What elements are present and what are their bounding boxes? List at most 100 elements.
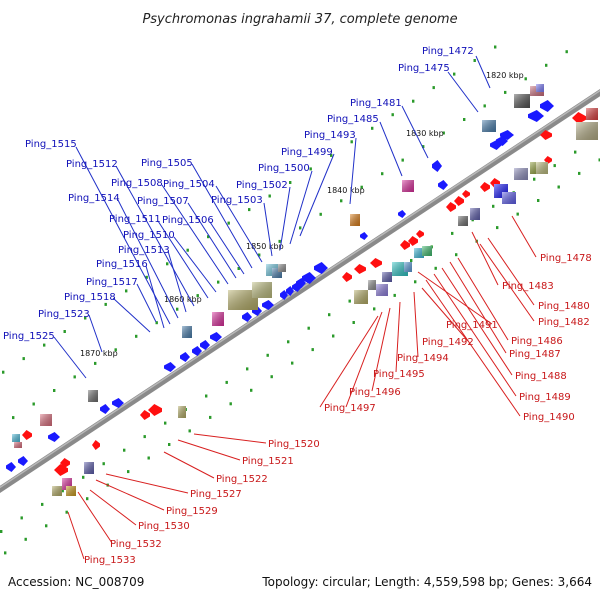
forward-gene-arrow[interactable]	[280, 290, 288, 300]
gene-label[interactable]: Ping_1486	[511, 336, 563, 347]
gene-label[interactable]: Ping_1480	[538, 301, 590, 312]
gene-block[interactable]	[84, 462, 94, 474]
gene-block[interactable]	[182, 326, 192, 338]
forward-gene-arrow[interactable]	[200, 340, 210, 350]
gene-label[interactable]: Ping_1481	[350, 98, 402, 109]
gene-label[interactable]: Ping_1492	[422, 337, 474, 348]
reverse-gene-arrow[interactable]	[148, 404, 162, 416]
gene-label[interactable]: Ping_1489	[519, 392, 571, 403]
gene-label[interactable]: Ping_1485	[327, 114, 379, 125]
reverse-gene-arrow[interactable]	[60, 458, 70, 468]
forward-gene-arrow[interactable]	[6, 462, 16, 472]
gene-label[interactable]: Ping_1505	[141, 158, 193, 169]
reverse-gene-arrow[interactable]	[408, 236, 418, 246]
gene-label[interactable]: Ping_1506	[162, 215, 214, 226]
reverse-gene-arrow[interactable]	[22, 430, 32, 440]
gene-label[interactable]: Ping_1495	[373, 369, 425, 380]
gene-block[interactable]	[514, 168, 528, 180]
gene-block[interactable]	[354, 290, 368, 304]
gene-label[interactable]: Ping_1510	[123, 230, 175, 241]
reverse-gene-arrow[interactable]	[446, 202, 456, 212]
gene-label[interactable]: Ping_1491	[446, 320, 498, 331]
gene-block[interactable]	[414, 248, 424, 258]
gene-label[interactable]: Ping_1523	[38, 309, 90, 320]
forward-gene-arrow[interactable]	[432, 160, 442, 172]
gene-label[interactable]: Ping_1525	[3, 331, 55, 342]
forward-gene-arrow[interactable]	[18, 456, 28, 466]
gene-label[interactable]: Ping_1512	[66, 159, 118, 170]
gene-label[interactable]: Ping_1529	[166, 506, 218, 517]
gene-block[interactable]	[382, 272, 392, 282]
forward-gene-arrow[interactable]	[528, 110, 544, 122]
gene-block[interactable]	[12, 434, 20, 442]
gene-block[interactable]	[502, 192, 516, 204]
gene-label[interactable]: Ping_1493	[304, 130, 356, 141]
gene-label[interactable]: Ping_1532	[110, 539, 162, 550]
gene-label[interactable]: Ping_1494	[397, 353, 449, 364]
forward-gene-arrow[interactable]	[398, 210, 406, 218]
forward-gene-arrow[interactable]	[286, 286, 294, 296]
gene-label[interactable]: Ping_1514	[68, 193, 120, 204]
forward-gene-arrow[interactable]	[164, 362, 176, 372]
reverse-gene-arrow[interactable]	[370, 258, 382, 268]
gene-label[interactable]: Ping_1527	[190, 489, 242, 500]
forward-gene-arrow[interactable]	[438, 180, 448, 190]
forward-gene-arrow[interactable]	[314, 262, 328, 274]
forward-gene-arrow[interactable]	[192, 346, 202, 356]
gene-label[interactable]: Ping_1507	[137, 196, 189, 207]
reverse-gene-arrow[interactable]	[140, 410, 150, 420]
reverse-gene-arrow[interactable]	[416, 230, 424, 238]
forward-gene-arrow[interactable]	[302, 272, 316, 284]
forward-gene-arrow[interactable]	[540, 100, 554, 112]
reverse-gene-arrow[interactable]	[354, 264, 366, 274]
gene-label[interactable]: Ping_1504	[163, 179, 215, 190]
gene-block[interactable]	[350, 214, 360, 226]
forward-gene-arrow[interactable]	[496, 136, 508, 146]
reverse-gene-arrow[interactable]	[572, 112, 586, 124]
gene-block[interactable]	[14, 442, 22, 448]
gene-label[interactable]: Ping_1522	[216, 474, 268, 485]
gene-block[interactable]	[40, 414, 52, 426]
forward-gene-arrow[interactable]	[262, 300, 274, 310]
gene-block[interactable]	[376, 284, 388, 296]
gene-label[interactable]: Ping_1508	[111, 178, 163, 189]
gene-label[interactable]: Ping_1500	[258, 163, 310, 174]
gene-label[interactable]: Ping_1475	[398, 63, 450, 74]
gene-block[interactable]	[278, 264, 286, 272]
gene-label[interactable]: Ping_1499	[281, 147, 333, 158]
gene-block[interactable]	[52, 486, 62, 496]
gene-block[interactable]	[228, 290, 258, 310]
reverse-gene-arrow[interactable]	[342, 272, 352, 282]
reverse-gene-arrow[interactable]	[462, 190, 470, 198]
gene-label[interactable]: Ping_1516	[96, 259, 148, 270]
gene-label[interactable]: Ping_1515	[25, 139, 77, 150]
gene-block[interactable]	[514, 94, 530, 108]
gene-block[interactable]	[402, 180, 414, 192]
gene-block[interactable]	[586, 108, 598, 120]
reverse-gene-arrow[interactable]	[540, 130, 552, 140]
gene-label[interactable]: Ping_1488	[515, 371, 567, 382]
gene-label[interactable]: Ping_1503	[211, 195, 263, 206]
gene-label[interactable]: Ping_1483	[502, 281, 554, 292]
gene-block[interactable]	[66, 486, 76, 496]
forward-gene-arrow[interactable]	[112, 398, 124, 408]
gene-label[interactable]: Ping_1530	[138, 521, 190, 532]
gene-label[interactable]: Ping_1478	[540, 253, 592, 264]
gene-label[interactable]: Ping_1482	[538, 317, 590, 328]
gene-label[interactable]: Ping_1472	[422, 46, 474, 57]
gene-label[interactable]: Ping_1517	[86, 277, 138, 288]
gene-label[interactable]: Ping_1513	[118, 245, 170, 256]
gene-label[interactable]: Ping_1518	[64, 292, 116, 303]
forward-gene-arrow[interactable]	[360, 232, 368, 240]
forward-gene-arrow[interactable]	[100, 404, 110, 414]
gene-label[interactable]: Ping_1502	[236, 180, 288, 191]
gene-block[interactable]	[536, 84, 544, 92]
gene-block[interactable]	[272, 268, 282, 278]
gene-block[interactable]	[404, 262, 412, 272]
forward-gene-arrow[interactable]	[210, 332, 222, 342]
gene-block[interactable]	[470, 208, 480, 220]
forward-gene-arrow[interactable]	[180, 352, 190, 362]
gene-label[interactable]: Ping_1496	[349, 387, 401, 398]
reverse-gene-arrow[interactable]	[480, 182, 490, 192]
gene-label[interactable]: Ping_1511	[109, 214, 161, 225]
